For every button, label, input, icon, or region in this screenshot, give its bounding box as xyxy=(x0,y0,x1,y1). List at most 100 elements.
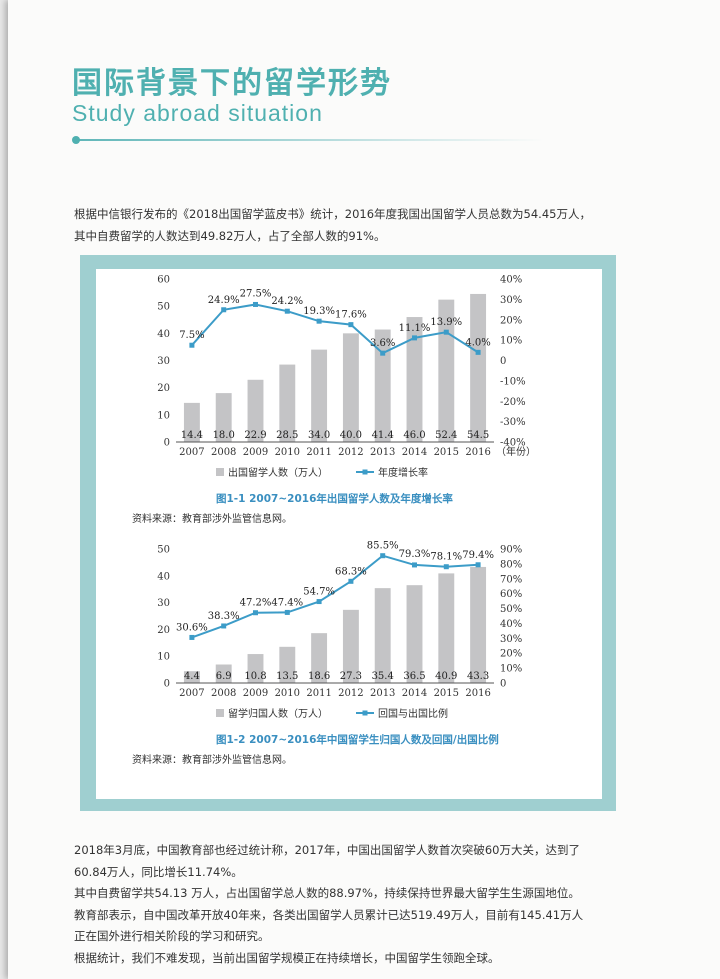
line-point xyxy=(443,329,449,335)
y2-tick-label: -30% xyxy=(500,417,526,428)
line-point xyxy=(221,307,227,313)
y2-tick-label: 20% xyxy=(500,315,522,326)
x-tick-label: 2015 xyxy=(434,447,459,458)
x-tick-label: 2010 xyxy=(275,688,300,699)
bar-value-label: 52.4 xyxy=(435,430,457,441)
title-divider-dot xyxy=(72,136,80,144)
bar xyxy=(311,633,328,683)
legend-bar-swatch xyxy=(216,468,224,476)
line-point xyxy=(348,578,354,584)
line-point xyxy=(284,308,290,314)
bar xyxy=(374,329,391,442)
y2-tick-label: 80% xyxy=(500,559,522,570)
line-value-label: 3.6% xyxy=(370,338,395,349)
line-value-label: 68.3% xyxy=(335,566,367,577)
line-value-label: 24.2% xyxy=(271,296,303,307)
y-tick-label: 30 xyxy=(157,356,170,367)
y2-tick-label: 20% xyxy=(500,649,522,660)
body-line: 60.84万人，同比增长11.74%。 xyxy=(74,864,243,879)
line-point xyxy=(443,564,449,570)
line-value-label: 13.9% xyxy=(430,317,462,328)
bar xyxy=(215,393,232,442)
y-tick-label: 50 xyxy=(157,302,170,313)
figure-panel: 0 10 20 30 40 50 60 -40% -30% -20% -10% 0 10% 20% 30% 4… xyxy=(80,255,616,811)
x-tick-label: 2007 xyxy=(179,447,204,458)
y2-tick-label: 10% xyxy=(500,336,522,347)
bar xyxy=(342,609,359,683)
bar-value-label: 43.3 xyxy=(467,671,489,682)
line-value-label: 19.3% xyxy=(303,306,335,317)
bar-value-label: 41.4 xyxy=(372,430,394,441)
bar-value-label: 35.4 xyxy=(372,671,394,682)
bar xyxy=(342,333,359,442)
line-point xyxy=(475,562,481,568)
title-divider xyxy=(74,139,544,141)
bar-value-label: 34.0 xyxy=(308,430,330,441)
y2-tick-label: 90% xyxy=(500,545,522,556)
page-title: 国际背景下的留学形势 xyxy=(72,66,392,101)
bar-value-label: 36.5 xyxy=(403,671,425,682)
legend-line-label: 回国与出国比例 xyxy=(378,707,448,720)
bar xyxy=(279,646,296,683)
bar-value-label: 28.5 xyxy=(276,430,298,441)
line-point xyxy=(412,562,417,568)
x-tick-label: 2009 xyxy=(243,688,268,699)
bar-value-label: 40.9 xyxy=(435,671,457,682)
x-unit-label: （年份） xyxy=(496,445,536,458)
line-point xyxy=(380,350,386,356)
x-tick-label: 2014 xyxy=(402,688,427,699)
figure-source: 资料来源：教育部涉外监管信息网。 xyxy=(132,753,292,766)
page: 国际背景下的留学形势 Study abroad situation 根据中信银行… xyxy=(8,0,720,979)
y2-tick-label: 0 xyxy=(500,679,506,690)
line-point xyxy=(412,335,417,341)
x-tick-label: 2012 xyxy=(338,447,363,458)
bar-value-label: 10.8 xyxy=(244,671,266,682)
figure-caption: 图1-1 2007~2016年出国留学人数及年度增长率 xyxy=(216,492,453,505)
bar xyxy=(470,293,487,442)
x-tick-label: 2016 xyxy=(465,447,490,458)
bar-value-label: 6.9 xyxy=(216,671,232,682)
bar xyxy=(215,664,232,683)
y-tick-label: 30 xyxy=(157,598,170,609)
line-value-label: 7.5% xyxy=(179,330,204,341)
y2-tick-label: 0 xyxy=(500,356,506,367)
y-tick-label: 10 xyxy=(157,410,170,421)
chart-2: 0 10 20 30 40 50 0 10% 20% 30% 40% 50% 60% 70% 80% 90% 4… xyxy=(132,541,522,766)
body-line: 2018年3月底，中国教育部也经过统计称，2017年，中国出国留学人数首次突破6… xyxy=(74,843,580,857)
x-tick-label: 2011 xyxy=(306,688,331,699)
y-tick-label: 20 xyxy=(157,383,170,394)
growth-line xyxy=(191,303,479,355)
y-tick-label: 0 xyxy=(164,679,170,690)
chart-1: 0 10 20 30 40 50 60 -40% -30% -20% -10% 0 10% 20% 30% 4… xyxy=(132,275,536,526)
line-point xyxy=(221,623,227,629)
bar-value-label: 46.0 xyxy=(403,430,425,441)
line-value-label: 79.3% xyxy=(399,549,431,560)
y2-tick-label: 50% xyxy=(500,604,522,615)
intro-line: 其中自费留学的人数达到49.82万人，占了全部人数的91%。 xyxy=(74,229,386,243)
y-tick-label: 40 xyxy=(157,571,170,582)
x-tick-label: 2012 xyxy=(338,688,363,699)
figure-source: 资料来源：教育部涉外监管信息网。 xyxy=(132,512,292,525)
bar-value-label: 22.9 xyxy=(244,430,266,441)
y2-tick-label: 30% xyxy=(500,634,522,645)
line-point xyxy=(348,322,354,328)
y-tick-label: 10 xyxy=(157,652,170,663)
y-tick-label: 0 xyxy=(164,438,170,449)
line-point xyxy=(189,634,195,640)
line-value-label: 4.0% xyxy=(465,337,490,348)
line-point xyxy=(475,349,481,355)
y2-tick-label: 60% xyxy=(500,589,522,600)
bar-value-label: 13.5 xyxy=(276,671,298,682)
x-tick-label: 2016 xyxy=(465,688,490,699)
bar-value-label: 4.4 xyxy=(184,671,200,682)
line-value-label: 38.3% xyxy=(208,611,240,622)
bar xyxy=(374,588,391,683)
figure-panel-inner: 0 10 20 30 40 50 60 -40% -30% -20% -10% 0 10% 20% 30% 4… xyxy=(96,269,602,799)
x-tick-label: 2014 xyxy=(402,447,427,458)
body-line: 其中自费留学共54.13 万人，占出国留学总人数的88.97%，持续保持世界最大… xyxy=(74,886,580,900)
x-tick-label: 2008 xyxy=(211,447,236,458)
line-value-label: 11.1% xyxy=(399,323,431,334)
bar xyxy=(406,317,423,442)
bar xyxy=(406,585,423,683)
page-subtitle: Study abroad situation xyxy=(72,100,323,126)
